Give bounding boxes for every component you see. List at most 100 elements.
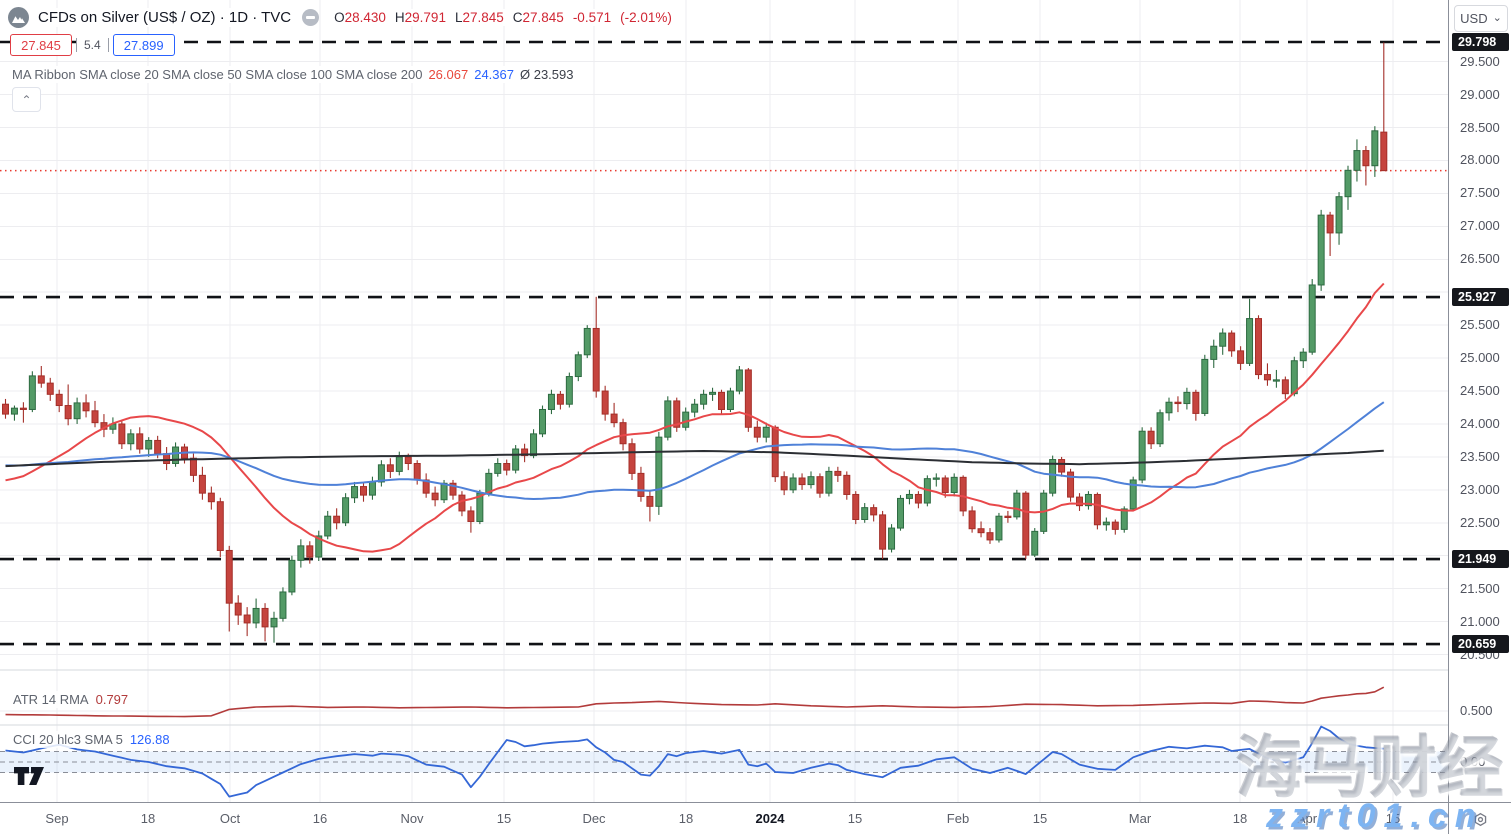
candle-body[interactable] <box>834 470 842 476</box>
candle-body[interactable] <box>1067 471 1075 498</box>
candle-body[interactable] <box>726 390 734 410</box>
candle-body[interactable] <box>333 515 341 524</box>
candle-body[interactable] <box>422 479 430 494</box>
candle-body[interactable] <box>1102 521 1110 526</box>
candle-body[interactable] <box>977 528 985 534</box>
candle-body[interactable] <box>1344 169 1352 198</box>
candle-body[interactable] <box>342 497 350 524</box>
candle-body[interactable] <box>431 492 439 501</box>
candle-body[interactable] <box>297 545 305 561</box>
candle-body[interactable] <box>905 493 913 499</box>
candle-body[interactable] <box>583 327 591 356</box>
candle-body[interactable] <box>440 482 448 501</box>
candle-body[interactable] <box>1076 496 1083 507</box>
candle-body[interactable] <box>28 375 36 410</box>
candle-body[interactable] <box>1326 214 1334 234</box>
ma-ribbon-legend[interactable]: MA Ribbon SMA close 20 SMA close 50 SMA … <box>10 66 576 83</box>
candle-body[interactable] <box>995 515 1003 541</box>
candle-body[interactable] <box>485 472 493 494</box>
candle-body[interactable] <box>449 482 457 496</box>
candle-body[interactable] <box>46 382 54 395</box>
candle-body[interactable] <box>762 426 770 438</box>
candle-body[interactable] <box>1317 214 1325 286</box>
candle-body[interactable] <box>172 446 180 465</box>
candle-body[interactable] <box>592 327 600 392</box>
candle-body[interactable] <box>1228 332 1236 352</box>
candle-body[interactable] <box>897 497 904 529</box>
candle-body[interactable] <box>324 515 332 537</box>
candle-body[interactable] <box>1183 391 1191 405</box>
candle-body[interactable] <box>852 493 860 520</box>
candle-body[interactable] <box>243 614 251 624</box>
candle-body[interactable] <box>225 549 233 604</box>
candle-body[interactable] <box>888 527 896 550</box>
tradingview-logo[interactable] <box>13 766 46 791</box>
candle-body[interactable] <box>1049 459 1057 494</box>
candle-body[interactable] <box>1192 391 1200 414</box>
candle-body[interactable] <box>377 464 385 483</box>
candle-body[interactable] <box>1201 358 1209 414</box>
candle-body[interactable] <box>619 422 627 445</box>
candle-body[interactable] <box>252 607 260 624</box>
candle-body[interactable] <box>1013 492 1021 518</box>
candle-body[interactable] <box>959 476 967 512</box>
buy-button[interactable]: 27.899 <box>112 34 175 56</box>
candle-body[interactable] <box>574 354 582 378</box>
candle-body[interactable] <box>279 591 287 619</box>
candle-body[interactable] <box>494 463 502 474</box>
candle-body[interactable] <box>798 477 806 486</box>
candle-body[interactable] <box>55 393 63 407</box>
candle-body[interactable] <box>1174 401 1182 405</box>
candle-body[interactable] <box>601 390 609 415</box>
candle-body[interactable] <box>789 477 797 491</box>
symbol-title[interactable]: CFDs on Silver (US$ / OZ) · 1D · TVC <box>36 8 294 27</box>
candle-body[interactable] <box>1371 130 1379 167</box>
candle-body[interactable] <box>807 476 815 486</box>
candle-body[interactable] <box>145 439 153 450</box>
candle-body[interactable] <box>404 456 412 465</box>
candle-body[interactable] <box>1031 530 1039 556</box>
candle-body[interactable] <box>1299 351 1307 362</box>
candle-body[interactable] <box>1147 430 1155 445</box>
candle-body[interactable] <box>1272 379 1280 382</box>
candle-body[interactable] <box>1129 479 1137 510</box>
candle-body[interactable] <box>825 470 833 494</box>
candle-body[interactable] <box>610 413 618 424</box>
time-axis[interactable]: Sep 18 Oct 16 Nov 15 Dec 18 2024 15 Feb 15 Mar 18 Apr 1… <box>0 802 1448 834</box>
candle-body[interactable] <box>879 514 887 550</box>
candle-body[interactable] <box>816 476 824 494</box>
candle-body[interactable] <box>288 559 296 593</box>
candle-body[interactable] <box>503 463 511 471</box>
currency-selector[interactable]: USD ⌄ <box>1454 5 1508 32</box>
candle-body[interactable] <box>1290 360 1298 395</box>
sell-button[interactable]: 27.845 <box>10 34 72 56</box>
candle-body[interactable] <box>673 400 681 428</box>
candle-body[interactable] <box>386 464 394 472</box>
candle-body[interactable] <box>941 477 949 493</box>
candle-body[interactable] <box>1353 150 1361 171</box>
candle-body[interactable] <box>1362 150 1370 167</box>
candle-body[interactable] <box>646 495 654 507</box>
candle-body[interactable] <box>73 402 81 420</box>
price-axis[interactable]: USD ⌄ 29.500 29.000 28.500 28.000 27.500 27.0… <box>1448 0 1511 802</box>
candle-body[interactable] <box>986 532 994 541</box>
candle-body[interactable] <box>753 426 761 438</box>
candle-body[interactable] <box>1111 521 1119 530</box>
candle-body[interactable] <box>1156 412 1164 445</box>
candle-body[interactable] <box>861 507 869 520</box>
candle-body[interactable] <box>914 493 922 504</box>
candle-body[interactable] <box>19 407 27 410</box>
candle-body[interactable] <box>655 436 663 507</box>
candle-body[interactable] <box>458 494 466 512</box>
candle-body[interactable] <box>932 477 940 480</box>
candle-body[interactable] <box>1093 493 1101 526</box>
candle-body[interactable] <box>718 391 725 410</box>
candle-body[interactable] <box>261 607 269 628</box>
candle-body[interactable] <box>547 393 555 410</box>
candle-body[interactable] <box>968 510 976 530</box>
candle-body[interactable] <box>780 476 788 491</box>
candle-body[interactable] <box>565 376 573 405</box>
candle-body[interactable] <box>413 463 421 481</box>
candle-body[interactable] <box>521 448 529 457</box>
candle-body[interactable] <box>1004 515 1012 519</box>
